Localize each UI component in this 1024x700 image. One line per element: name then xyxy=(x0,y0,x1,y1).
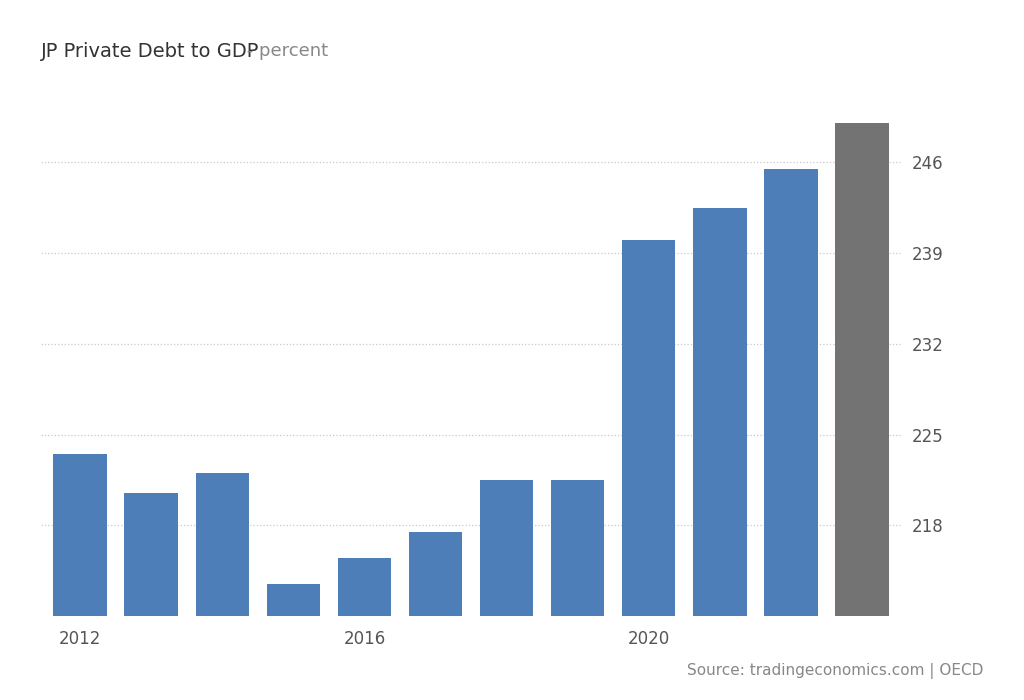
Bar xyxy=(693,208,746,616)
Bar xyxy=(266,584,319,616)
Bar xyxy=(623,240,676,616)
Text: JP Private Debt to GDP: JP Private Debt to GDP xyxy=(41,42,259,61)
Bar xyxy=(196,473,249,616)
Bar xyxy=(53,454,106,616)
Bar xyxy=(551,480,604,616)
Bar xyxy=(338,558,391,616)
Bar xyxy=(409,532,462,616)
Text: - percent: - percent xyxy=(241,42,328,60)
Bar xyxy=(480,480,534,616)
Bar xyxy=(836,123,889,616)
Bar xyxy=(764,169,817,616)
Text: Source: tradingeconomics.com | OECD: Source: tradingeconomics.com | OECD xyxy=(687,663,983,679)
Bar xyxy=(125,493,178,616)
